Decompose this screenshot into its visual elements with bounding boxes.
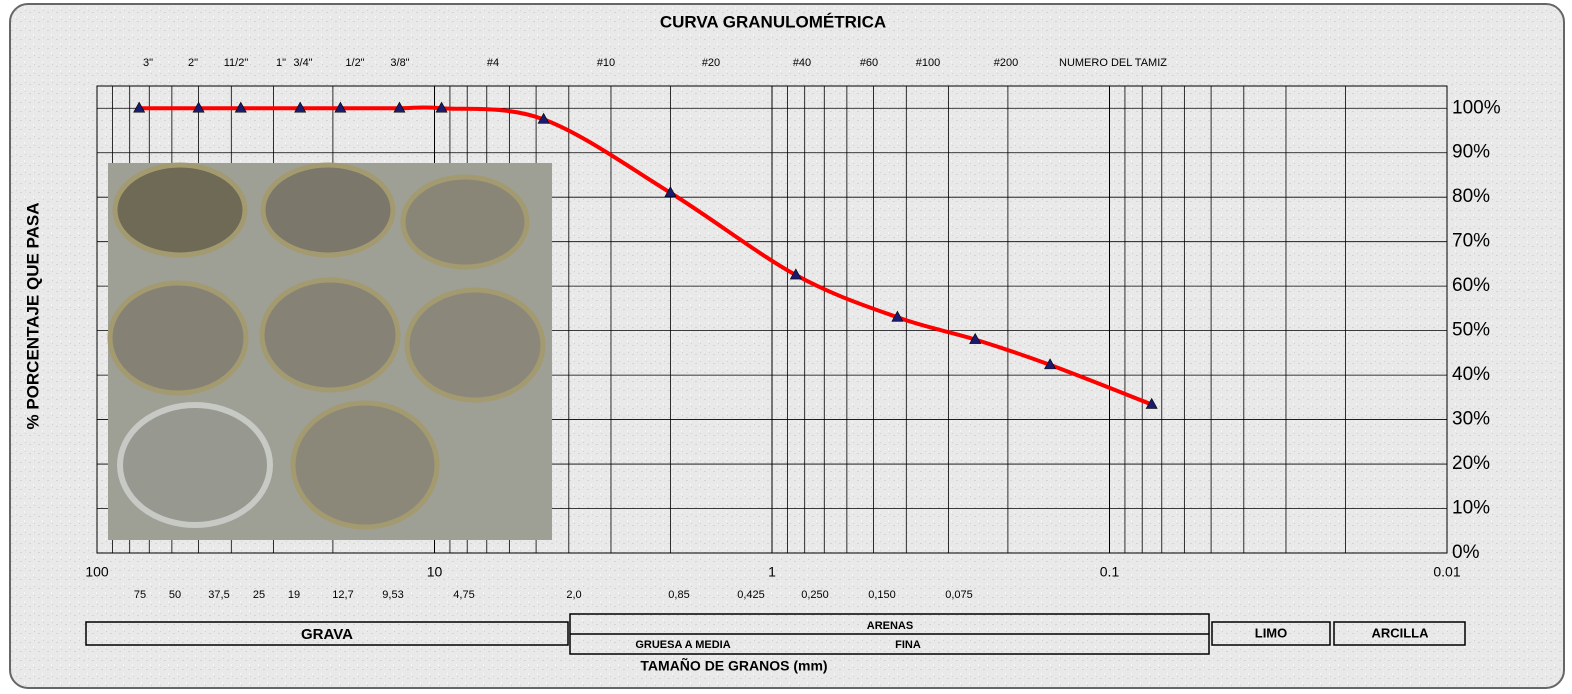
y-axis-label: % PORCENTAJE QUE PASA: [23, 202, 42, 429]
size-label: 2,0: [566, 589, 581, 601]
arcilla-label: ARCILLA: [1371, 625, 1429, 640]
size-label: 9,53: [382, 589, 403, 601]
size-label: 0,425: [737, 589, 765, 601]
sieve-label: #4: [487, 57, 499, 69]
arenas-label: ARENAS: [867, 620, 913, 632]
sieve-label: #60: [860, 57, 878, 69]
y-tick-label: 40%: [1452, 364, 1490, 385]
x-axis-label: TAMAÑO DE GRANOS (mm): [640, 657, 827, 674]
sieve-label: #200: [994, 57, 1018, 69]
sieve-label: 2": [188, 57, 198, 69]
sieve-label: #40: [793, 57, 811, 69]
y-tick-label: 30%: [1452, 409, 1490, 430]
y-tick-label: 70%: [1452, 231, 1490, 252]
y-tick-label: 20%: [1452, 453, 1490, 474]
size-label: 4,75: [453, 589, 474, 601]
y-tick-label: 60%: [1452, 275, 1490, 296]
size-label: 0,150: [868, 589, 896, 601]
sieve-label: 3/8": [390, 57, 409, 69]
sieve-label: #100: [916, 57, 940, 69]
sieve-label: #10: [597, 57, 615, 69]
size-label: 50: [169, 589, 181, 601]
x-tick-label: 0.01: [1433, 564, 1460, 580]
y-tick-label: 0%: [1452, 542, 1480, 563]
x-tick-label: 1: [768, 564, 776, 580]
x-tick-label: 0.1: [1100, 564, 1120, 580]
size-label: 75: [134, 589, 146, 601]
sieve-header: NUMERO DEL TAMIZ: [1059, 57, 1167, 69]
chart: CURVA GRANULOMÉTRICA % PORCENTAJE QUE PA…: [0, 0, 1572, 694]
grava-label: GRAVA: [301, 626, 353, 643]
y-tick-label: 100%: [1452, 97, 1501, 118]
chart-title: CURVA GRANULOMÉTRICA: [660, 12, 886, 31]
limo-label: LIMO: [1255, 625, 1288, 640]
size-label: 25: [253, 589, 265, 601]
sieve-label: 3": [143, 57, 153, 69]
y-tick-label: 90%: [1452, 142, 1490, 163]
x-tick-label: 100: [85, 564, 109, 580]
x-tick-label: 10: [427, 564, 443, 580]
sieve-label: 3/4": [293, 57, 312, 69]
sieve-label: #20: [702, 57, 720, 69]
y-tick-label: 10%: [1452, 498, 1490, 519]
size-label: 19: [288, 589, 300, 601]
gruesa-label: GRUESA A MEDIA: [635, 639, 730, 651]
sieve-label: 1/2": [345, 57, 364, 69]
size-label: 12,7: [332, 589, 353, 601]
size-label: 0,85: [668, 589, 689, 601]
y-tick-label: 50%: [1452, 320, 1490, 341]
size-label: 0,075: [945, 589, 973, 601]
fina-label: FINA: [895, 639, 921, 651]
sieve-label: 11/2": [224, 57, 249, 69]
y-tick-label: 80%: [1452, 186, 1490, 207]
size-label: 0,250: [801, 589, 829, 601]
sieve-label: 1": [276, 57, 286, 69]
size-label: 37,5: [208, 589, 229, 601]
photo: [108, 163, 552, 540]
